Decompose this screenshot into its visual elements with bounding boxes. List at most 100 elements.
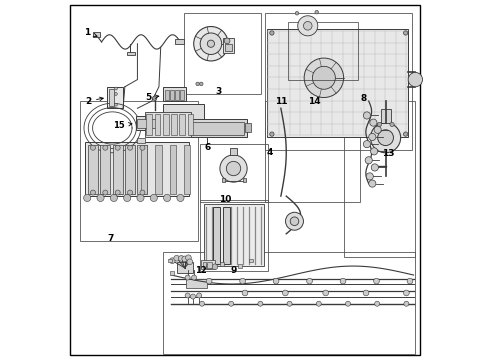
Circle shape: [137, 194, 144, 202]
Bar: [238, 264, 242, 268]
Bar: [223, 39, 234, 53]
Circle shape: [340, 278, 346, 284]
Bar: [230, 148, 237, 155]
Bar: [288, 22, 358, 80]
Text: 12: 12: [196, 266, 207, 275]
Circle shape: [115, 103, 117, 106]
Bar: [243, 178, 245, 182]
Circle shape: [206, 264, 212, 270]
Circle shape: [370, 119, 377, 126]
Circle shape: [97, 194, 104, 202]
Bar: [381, 109, 391, 123]
Bar: [200, 200, 269, 271]
Bar: [100, 145, 110, 194]
Circle shape: [365, 157, 372, 164]
Circle shape: [212, 264, 218, 270]
Text: 3: 3: [215, 86, 221, 95]
Bar: [175, 90, 179, 100]
Bar: [225, 44, 232, 51]
Bar: [147, 114, 152, 135]
Bar: [107, 87, 123, 108]
Bar: [155, 114, 160, 135]
Circle shape: [368, 180, 376, 187]
Bar: [171, 90, 174, 100]
Circle shape: [407, 278, 413, 284]
Circle shape: [199, 82, 203, 86]
Bar: [93, 32, 100, 37]
Bar: [203, 262, 206, 267]
Text: 1: 1: [84, 28, 97, 37]
Text: 5: 5: [145, 93, 159, 102]
Circle shape: [313, 66, 335, 89]
Circle shape: [282, 290, 288, 296]
Circle shape: [270, 132, 274, 136]
Bar: [109, 89, 114, 107]
Bar: [166, 90, 169, 100]
Circle shape: [370, 123, 401, 153]
Circle shape: [103, 145, 108, 150]
Text: 7: 7: [107, 234, 114, 243]
Circle shape: [140, 190, 145, 195]
Circle shape: [368, 134, 376, 140]
Bar: [137, 119, 159, 128]
Bar: [80, 101, 198, 241]
Text: 2: 2: [85, 96, 103, 105]
Bar: [137, 145, 147, 194]
Circle shape: [187, 259, 193, 265]
Circle shape: [220, 155, 247, 182]
Circle shape: [315, 10, 318, 14]
Bar: [180, 90, 184, 100]
Circle shape: [127, 190, 133, 195]
Text: 15: 15: [113, 121, 132, 130]
Bar: [245, 123, 251, 132]
Circle shape: [371, 164, 378, 171]
Circle shape: [298, 16, 318, 36]
Bar: [248, 259, 253, 262]
Circle shape: [224, 38, 230, 44]
Circle shape: [186, 255, 191, 261]
Circle shape: [115, 145, 120, 150]
Circle shape: [182, 256, 188, 262]
Circle shape: [84, 194, 91, 202]
Bar: [204, 204, 264, 266]
Circle shape: [207, 40, 215, 47]
Circle shape: [115, 87, 117, 90]
Circle shape: [370, 148, 378, 155]
Circle shape: [150, 194, 157, 202]
Circle shape: [403, 132, 408, 136]
Circle shape: [378, 130, 393, 145]
Bar: [170, 145, 176, 194]
Bar: [188, 119, 247, 137]
Text: 13: 13: [382, 149, 394, 158]
Bar: [214, 207, 220, 264]
Circle shape: [152, 96, 157, 100]
Circle shape: [199, 301, 204, 306]
Bar: [343, 101, 416, 257]
Text: 6: 6: [204, 143, 211, 152]
Text: 10: 10: [219, 195, 231, 204]
Bar: [201, 260, 215, 269]
Bar: [88, 145, 98, 194]
Circle shape: [192, 275, 196, 280]
Circle shape: [127, 145, 133, 150]
Circle shape: [178, 256, 184, 261]
Circle shape: [140, 145, 145, 150]
Bar: [168, 259, 172, 262]
Bar: [125, 145, 135, 194]
Circle shape: [242, 290, 248, 296]
Circle shape: [363, 290, 369, 296]
Circle shape: [103, 190, 108, 195]
Bar: [186, 279, 207, 288]
Text: 9: 9: [230, 266, 237, 275]
Circle shape: [194, 27, 228, 61]
Circle shape: [200, 33, 221, 54]
Bar: [126, 51, 135, 55]
Circle shape: [196, 293, 201, 298]
Bar: [220, 262, 224, 266]
Circle shape: [323, 290, 329, 296]
Bar: [265, 101, 360, 202]
Text: 8: 8: [361, 94, 367, 103]
Circle shape: [115, 93, 117, 95]
Bar: [175, 39, 184, 44]
Bar: [163, 87, 186, 101]
